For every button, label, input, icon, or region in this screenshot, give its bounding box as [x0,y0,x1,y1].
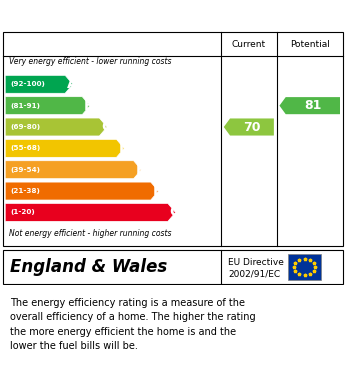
Text: Energy Efficiency Rating: Energy Efficiency Rating [9,7,219,23]
Text: B: B [84,99,95,113]
Polygon shape [5,97,90,115]
Text: (69-80): (69-80) [10,124,41,130]
Text: (21-38): (21-38) [10,188,40,194]
Bar [288,254,321,280]
Text: A: A [67,77,78,91]
Polygon shape [5,182,158,200]
FancyBboxPatch shape [3,250,343,284]
Text: EU Directive: EU Directive [228,258,284,267]
Text: (55-68): (55-68) [10,145,41,151]
Text: Not energy efficient - higher running costs: Not energy efficient - higher running co… [9,230,171,239]
Text: C: C [101,120,111,134]
Text: (39-54): (39-54) [10,167,40,173]
Text: Very energy efficient - lower running costs: Very energy efficient - lower running co… [9,57,171,66]
Polygon shape [5,161,141,179]
Text: The energy efficiency rating is a measure of the
overall efficiency of a home. T: The energy efficiency rating is a measur… [10,298,256,351]
Text: F: F [152,184,162,198]
Text: (92-100): (92-100) [10,81,45,87]
Text: D: D [118,142,130,155]
Text: 2002/91/EC: 2002/91/EC [228,270,280,279]
FancyBboxPatch shape [3,32,343,246]
Text: 81: 81 [304,99,322,112]
Text: England & Wales: England & Wales [10,258,168,276]
Polygon shape [224,118,274,136]
Text: Potential: Potential [290,39,330,48]
Polygon shape [279,97,340,114]
Text: (81-91): (81-91) [10,103,40,109]
Polygon shape [5,75,73,93]
Text: E: E [135,163,145,177]
Polygon shape [5,139,124,157]
Text: Current: Current [232,39,266,48]
Polygon shape [5,118,107,136]
Text: 70: 70 [244,120,261,133]
Polygon shape [5,203,175,221]
Text: (1-20): (1-20) [10,210,35,215]
Text: G: G [169,205,181,219]
